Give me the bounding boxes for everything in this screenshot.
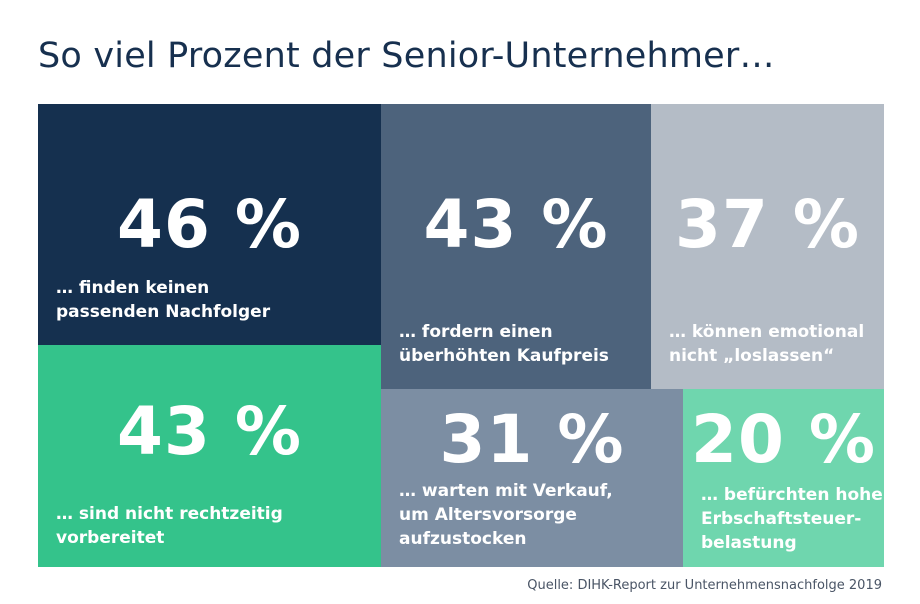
category-label: … können emotional nicht „loslassen“ (669, 320, 874, 368)
tile-ueberhoehter-kaufpreis: 43 % … fordern einen überhöhten Kaufpreis (381, 104, 651, 389)
category-label-line: um Altersvorsorge (399, 505, 577, 525)
category-label: … warten mit Verkauf, um Altersvorsorge au… (399, 479, 673, 551)
category-label-line: … können emotional (669, 322, 865, 342)
value-label: 43 % (117, 393, 302, 470)
value-label: 43 % (423, 186, 609, 263)
category-label-line: nicht „loslassen“ (669, 346, 835, 366)
category-label-line: Erbschaftsteuer- (701, 509, 862, 529)
tile-finden-keinen-nachfolger: 46 % … finden keinen passenden Nachfolger (38, 104, 381, 345)
category-label-line: … befürchten hohe (701, 485, 883, 505)
value-label: 31 % (439, 401, 625, 478)
tile-altersvorsorge: 31 % … warten mit Verkauf, um Altersvorsor… (381, 389, 683, 567)
category-label: … befürchten hohe Erbschaftsteuer-belastu… (701, 483, 883, 555)
category-label-line: … warten mit Verkauf, (399, 481, 613, 501)
value-label: 46 % (117, 186, 302, 263)
category-label: … finden keinen passenden Nachfolger (56, 276, 371, 324)
category-label: … sind nicht rechtzeitig vorbereitet (56, 502, 371, 550)
value-label: 20 % (691, 401, 876, 478)
tile-erbschaftsteuer: 20 % … befürchten hohe Erbschaftsteuer-bel… (683, 389, 884, 567)
category-label: … fordern einen überhöhten Kaufpreis (399, 320, 641, 368)
source-note: Quelle: DIHK-Report zur Unternehmensnach… (527, 578, 882, 593)
category-label-line: … finden keinen (56, 278, 210, 298)
category-label-line: vorbereitet (56, 528, 165, 548)
value-label: 37 % (675, 186, 860, 263)
category-label-line: aufzustocken (399, 529, 527, 549)
category-label-line: … sind nicht rechtzeitig (56, 504, 283, 524)
tile-nicht-vorbereitet: 43 % … sind nicht rechtzeitig vorbereitet (38, 345, 381, 567)
category-label-line: … fordern einen (399, 322, 553, 342)
category-label-line: überhöhten Kaufpreis (399, 346, 609, 366)
category-label-line: passenden Nachfolger (56, 302, 271, 322)
category-label-line: belastung (701, 533, 797, 553)
chart-title: So viel Prozent der Senior-Unternehmer… (38, 36, 775, 76)
tile-nicht-loslassen: 37 % … können emotional nicht „loslassen“ (651, 104, 884, 389)
